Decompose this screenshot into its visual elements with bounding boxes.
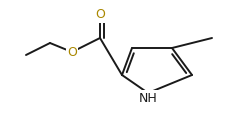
Text: O: O: [67, 45, 77, 59]
Text: NH: NH: [139, 91, 157, 105]
Text: O: O: [95, 9, 105, 21]
